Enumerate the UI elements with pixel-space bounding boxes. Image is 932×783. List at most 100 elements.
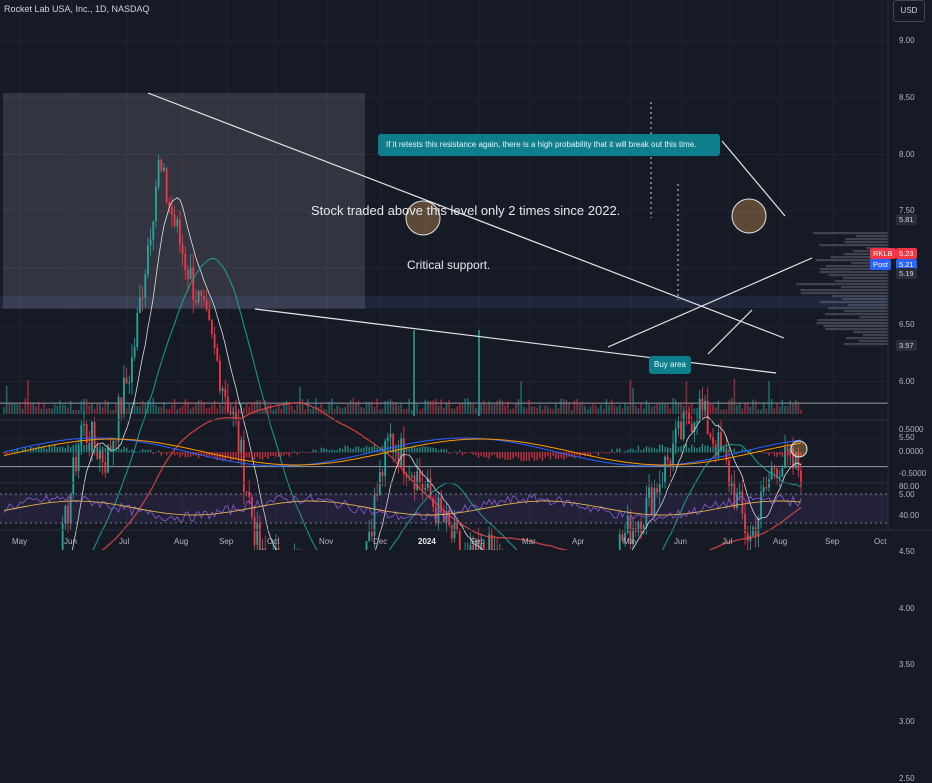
volume-bar [501, 400, 504, 414]
macd-histogram-bar [67, 444, 69, 453]
candle-body [682, 411, 685, 440]
volume-bar [341, 408, 344, 414]
candle-body [163, 167, 165, 171]
volume-profile-bar [830, 256, 888, 259]
price-tick-label: 4.50 [899, 546, 915, 556]
volume-bar [224, 407, 227, 414]
volume-bar [517, 398, 520, 414]
volume-bar [205, 408, 208, 414]
volume-bar [83, 398, 85, 414]
candle-body [672, 443, 674, 465]
volume-profile-bar [825, 328, 888, 331]
volume-bar [8, 403, 11, 414]
volume-bar [690, 403, 693, 414]
candle-body [227, 396, 229, 412]
macd-histogram-bar [45, 448, 48, 453]
macd-histogram-bar [139, 451, 141, 453]
price-tick-label: 6.50 [899, 319, 915, 329]
volume-bar [277, 404, 280, 414]
currency-selector[interactable]: USD [893, 0, 925, 22]
macd-histogram-bar [653, 448, 656, 453]
candle-body [781, 467, 784, 477]
volume-bar [115, 402, 117, 414]
macd-histogram-bar [232, 452, 234, 460]
macd-histogram-bar [560, 452, 562, 459]
volume-bar [24, 398, 27, 414]
volume-bar [99, 402, 101, 414]
candle-body [229, 411, 232, 415]
volume-profile-bar [858, 340, 888, 343]
macd-histogram-bar [11, 450, 13, 453]
price-tick-label: 9.00 [899, 36, 915, 45]
macd-histogram-bar [621, 451, 624, 453]
volume-bar [77, 409, 80, 414]
volume-bar [293, 409, 296, 414]
candle-body [64, 506, 67, 524]
candle-body [458, 530, 461, 550]
volume-bar [397, 405, 400, 414]
candle-body [245, 491, 248, 493]
volume-bar [395, 403, 397, 414]
macd-histogram-bar [778, 452, 781, 455]
macd-tick-label: -0.5000 [899, 469, 927, 478]
volume-bar [717, 400, 720, 414]
macd-histogram-bar [344, 445, 346, 453]
volume-bar [269, 404, 272, 414]
candle-body [216, 347, 219, 361]
volume-profile-bar [847, 304, 888, 307]
volume-bar [5, 385, 8, 414]
volume-bar [272, 409, 275, 414]
volume-bar [514, 402, 517, 414]
macd-histogram-bar [176, 452, 178, 455]
volume-bar [568, 402, 570, 414]
volume-bar [616, 406, 618, 414]
volume-bar [440, 399, 442, 414]
macd-histogram-bar [72, 445, 75, 453]
macd-histogram-bar [693, 446, 696, 453]
candle-body [187, 270, 189, 280]
candle-body [120, 397, 123, 414]
macd-histogram-bar [96, 446, 98, 453]
volume-bar [59, 400, 61, 414]
volume-bar [157, 407, 160, 414]
volume-bar [770, 399, 773, 414]
volume-bar [592, 402, 594, 414]
macd-histogram-bar [699, 447, 701, 453]
macd-histogram-bar [360, 448, 362, 453]
candle-body [453, 522, 456, 539]
volume-bar [373, 406, 376, 414]
volume-bar [642, 408, 645, 414]
macd-histogram-bar [619, 448, 621, 453]
candle-body [669, 460, 672, 465]
candle-body [205, 299, 208, 310]
volume-bar [219, 402, 221, 414]
symbol-tag: RKLB [870, 248, 896, 259]
macd-histogram-bar [536, 452, 538, 461]
volume-profile-bar [851, 262, 888, 265]
macd-histogram-bar [715, 447, 717, 453]
candle-body [450, 524, 453, 539]
macd-histogram-bar [5, 452, 8, 455]
volume-bar [618, 405, 621, 414]
macd-histogram-bar [525, 452, 528, 461]
macd-histogram-bar [149, 449, 152, 453]
macd-histogram-bar [229, 452, 232, 462]
macd-histogram-bar [443, 448, 445, 453]
volume-bar [67, 407, 69, 414]
macd-histogram-bar [640, 450, 642, 453]
moving-average-line [71, 197, 802, 550]
candle-body [397, 452, 400, 467]
volume-bar [307, 399, 309, 414]
macd-histogram-bar [301, 451, 304, 453]
volume-bar [69, 400, 72, 414]
macd-histogram-bar [429, 447, 432, 453]
macd-histogram-bar [645, 446, 648, 453]
volume-bar [315, 398, 317, 414]
candle-body [173, 214, 176, 226]
volume-bar [400, 403, 402, 414]
volume-bar [786, 405, 789, 414]
macd-histogram-bar [746, 452, 749, 454]
macd-histogram-bar [613, 452, 616, 454]
price-chart[interactable] [0, 0, 932, 550]
volume-bar [101, 407, 104, 414]
